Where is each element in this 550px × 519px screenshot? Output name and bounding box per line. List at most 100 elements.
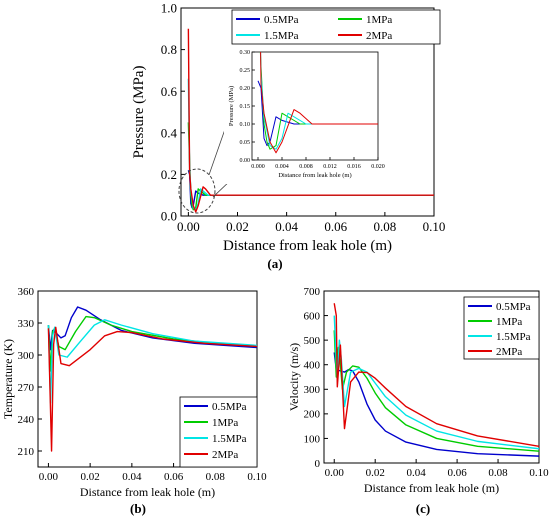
y-tick-label: 360 xyxy=(18,286,35,298)
y-tick-label: 300 xyxy=(18,350,35,362)
x-tick-label: 0.10 xyxy=(529,467,549,479)
inset-y-axis-label: Pressure (MPa) xyxy=(228,86,235,126)
legend-entry: 1MPa xyxy=(366,14,392,26)
inset-y-tick-label: 0.05 xyxy=(240,140,251,146)
legend-entry: 1MPa xyxy=(212,417,238,429)
chart-panel-c: 0.00 0.02 0.04 0.06 0.08 0.10 0 100 200 300 400 500… xyxy=(287,286,549,516)
x-tick-label: 0.10 xyxy=(247,471,267,483)
x-tick-label: 0.08 xyxy=(488,467,508,479)
y-tick-label: 0.0 xyxy=(161,209,177,224)
panel-label: (b) xyxy=(130,501,146,516)
y-tick-label: 0.4 xyxy=(161,125,178,140)
inset-y-tick-label: 0.25 xyxy=(240,68,251,74)
x-tick-label: 0.06 xyxy=(324,219,347,234)
x-tick-label: 0.02 xyxy=(81,471,100,483)
inset-x-axis-label: Distance from leak hole (m) xyxy=(278,172,351,179)
inset-x-tick-label: 0.000 xyxy=(251,164,265,170)
legend: 0.5MPa 1MPa 1.5MPa 2MPa xyxy=(179,396,258,468)
series-group xyxy=(187,28,434,213)
legend-entry: 1.5MPa xyxy=(264,30,299,42)
legend-box xyxy=(179,396,258,468)
legend-entry: 0.5MPa xyxy=(264,14,299,26)
chart-panel-a: 0.00 0.02 0.04 0.06 0.08 0.10 0.0 0.2 0.4 0.6 0.8 1… xyxy=(131,1,446,271)
panel-label: (c) xyxy=(416,501,430,516)
series-line-1.5MPa xyxy=(333,315,539,450)
panel-label: (a) xyxy=(267,256,282,271)
inset-chart: 0.000 0.004 0.008 0.012 0.016 0.020 0.00 0.05 0.… xyxy=(178,46,386,214)
legend-entry: 2MPa xyxy=(366,30,392,42)
x-tick-label: 0.04 xyxy=(122,471,142,483)
plot-frame xyxy=(180,7,435,217)
inset-y-tick-label: 0.20 xyxy=(240,86,251,92)
legend: 0.5MPa 1MPa 1.5MPa 2MPa xyxy=(231,9,441,45)
y-tick-label: 500 xyxy=(304,335,321,347)
y-tick-label: 330 xyxy=(18,318,35,330)
inset-x-tick-label: 0.016 xyxy=(347,164,361,170)
legend: 0.5MPa 1MPa 1.5MPa 2MPa xyxy=(463,296,540,360)
series-line-2MPa xyxy=(333,303,539,447)
x-tick-label: 0.06 xyxy=(447,467,467,479)
series-line-2MPa xyxy=(187,28,434,213)
inset-x-tick-label: 0.020 xyxy=(371,164,385,170)
y-axis-label: Velocity (m/s) xyxy=(287,343,301,411)
legend-entry: 1.5MPa xyxy=(212,433,247,445)
series-group xyxy=(333,303,539,457)
x-tick-label: 0.00 xyxy=(39,471,59,483)
x-tick-label: 0.10 xyxy=(423,219,446,234)
inset-y-tick-label: 0.00 xyxy=(240,158,251,164)
inset-x-tick-label: 0.008 xyxy=(299,164,313,170)
y-tick-label: 700 xyxy=(304,286,321,298)
y-tick-label: 270 xyxy=(18,382,35,394)
legend-entry: 0.5MPa xyxy=(496,301,531,313)
chart-panel-b: 0.00 0.02 0.04 0.06 0.08 0.10 210 240 270 300 330 3… xyxy=(1,286,267,516)
x-tick-label: 0.04 xyxy=(407,467,427,479)
y-tick-label: 300 xyxy=(304,384,321,396)
x-axis-label: Distance from leak hole (m) xyxy=(223,238,392,254)
x-axis-label: Distance from leak hole (m) xyxy=(80,485,215,499)
legend-entry: 2MPa xyxy=(496,346,522,358)
inset-series-line-2MPa xyxy=(260,52,378,154)
zoom-ellipse xyxy=(178,168,216,214)
y-axis-label: Pressure (MPa) xyxy=(131,66,147,159)
y-tick-label: 0.8 xyxy=(161,42,177,57)
series-line-1.5MPa xyxy=(47,319,257,404)
inset-y-tick-label: 0.30 xyxy=(240,50,251,56)
y-axis-label: Temperature (K) xyxy=(1,339,15,419)
inset-x-tick-label: 0.004 xyxy=(275,164,289,170)
x-tick-label: 0.02 xyxy=(226,219,249,234)
legend-entry: 2MPa xyxy=(212,449,238,461)
legend-entry: 0.5MPa xyxy=(212,401,247,413)
y-tick-label: 210 xyxy=(18,446,35,458)
y-tick-label: 400 xyxy=(304,360,321,372)
y-tick-label: 0.2 xyxy=(161,167,177,182)
x-tick-label: 0.08 xyxy=(373,219,396,234)
legend-entry: 1MPa xyxy=(496,316,522,328)
inset-x-tick-label: 0.012 xyxy=(323,164,337,170)
x-tick-label: 0.02 xyxy=(366,467,385,479)
plot-frame xyxy=(323,290,540,464)
y-tick-label: 1.0 xyxy=(161,1,177,16)
legend-entry: 1.5MPa xyxy=(496,331,531,343)
x-tick-label: 0.06 xyxy=(164,471,184,483)
y-tick-label: 600 xyxy=(304,310,321,322)
series-group xyxy=(47,306,257,452)
x-tick-label: 0.08 xyxy=(206,471,226,483)
inset-series-group xyxy=(257,52,378,154)
y-tick-label: 240 xyxy=(18,414,35,426)
y-tick-label: 200 xyxy=(304,409,321,421)
x-tick-label: 0.00 xyxy=(325,467,345,479)
y-tick-label: 0.6 xyxy=(161,84,178,99)
y-tick-label: 0 xyxy=(315,458,321,470)
plot-frame xyxy=(37,290,258,468)
legend-box xyxy=(463,296,540,360)
x-tick-label: 0.00 xyxy=(177,219,200,234)
series-line-1MPa xyxy=(47,315,257,372)
inset-background xyxy=(224,46,386,184)
y-tick-label: 100 xyxy=(304,433,321,445)
inset-y-tick-label: 0.15 xyxy=(240,104,251,110)
x-axis-label: Distance from leak hole (m) xyxy=(364,481,499,495)
inset-y-tick-label: 0.10 xyxy=(240,122,251,128)
x-tick-label: 0.04 xyxy=(275,219,298,234)
legend-box xyxy=(231,9,441,45)
